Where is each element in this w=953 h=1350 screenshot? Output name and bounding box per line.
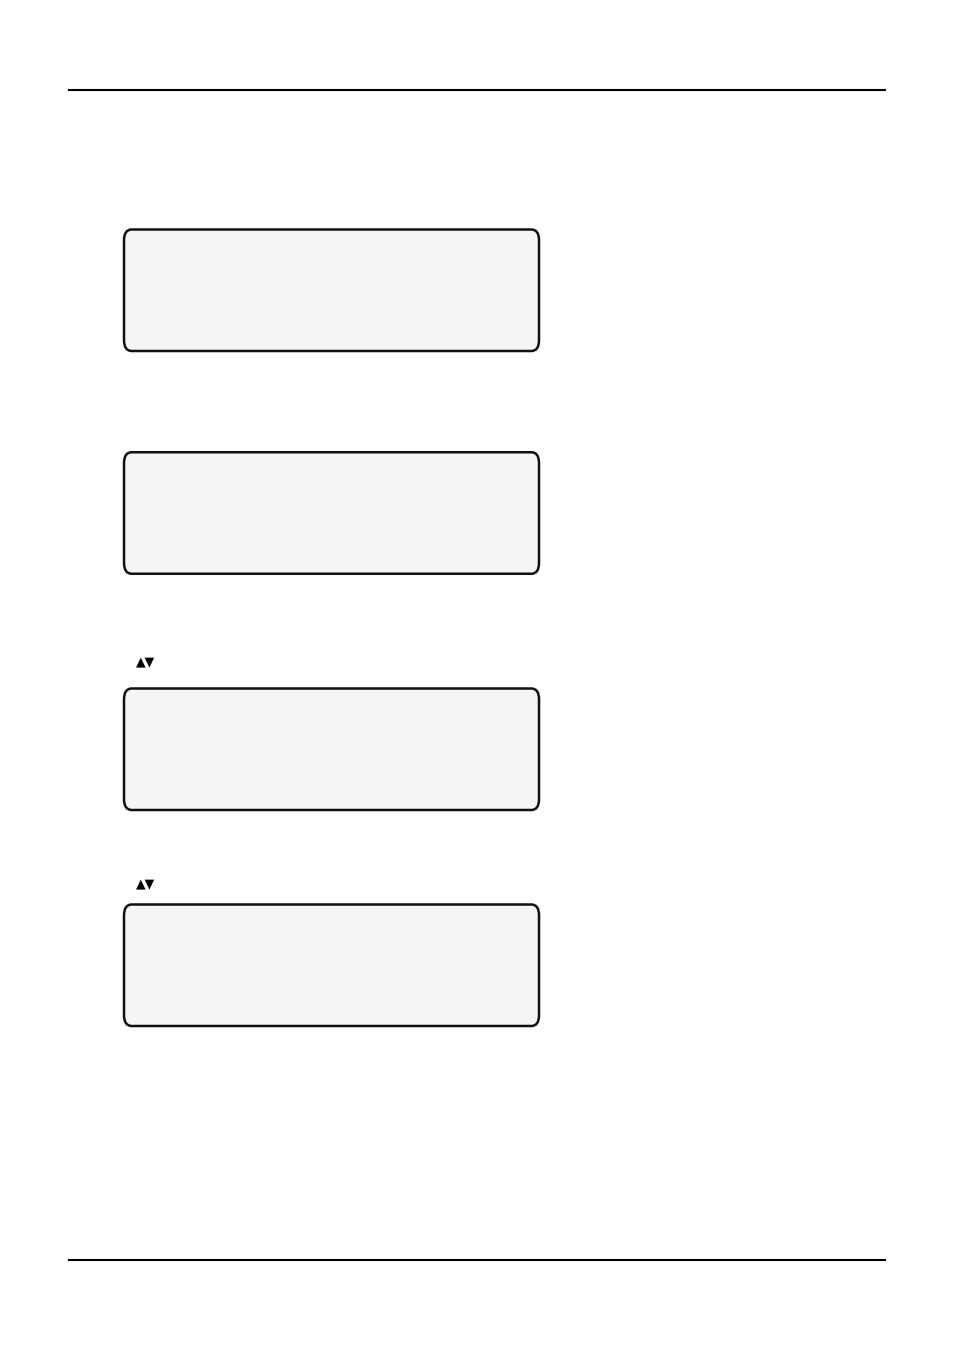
FancyBboxPatch shape bbox=[124, 230, 538, 351]
Text: ▲▼: ▲▼ bbox=[136, 655, 155, 668]
FancyBboxPatch shape bbox=[124, 688, 538, 810]
FancyBboxPatch shape bbox=[124, 904, 538, 1026]
FancyBboxPatch shape bbox=[124, 452, 538, 574]
Text: ▲▼: ▲▼ bbox=[136, 878, 155, 891]
